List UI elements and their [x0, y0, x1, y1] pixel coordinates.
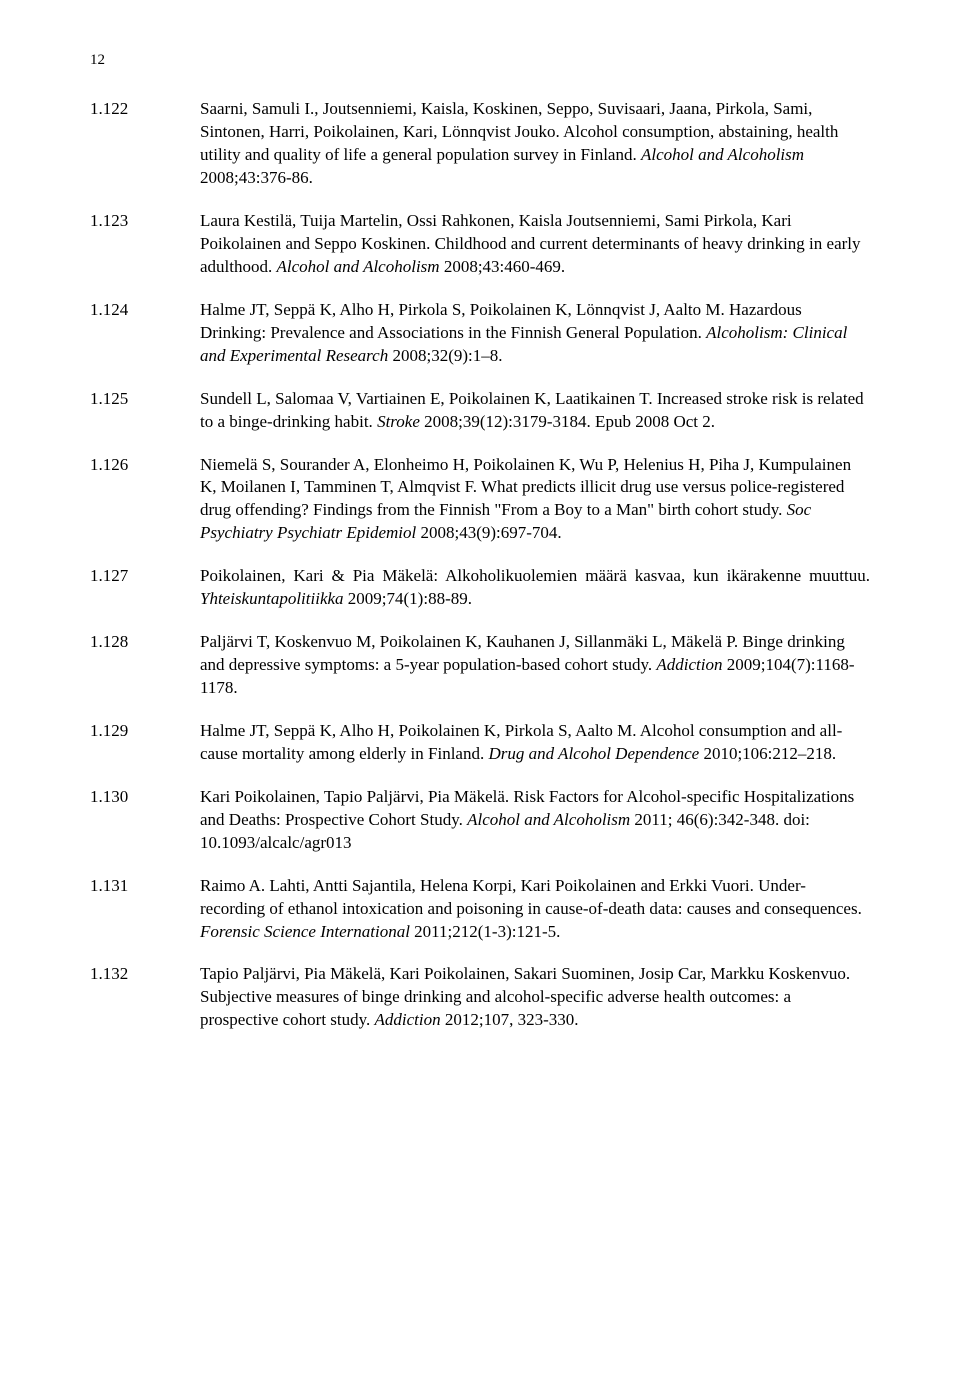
reference-body: Paljärvi T, Koskenvuo M, Poikolainen K, … — [200, 631, 870, 700]
reference-number: 1.131 — [90, 875, 200, 944]
reference-entry: 1.132Tapio Paljärvi, Pia Mäkelä, Kari Po… — [90, 963, 870, 1032]
reference-number: 1.132 — [90, 963, 200, 1032]
reference-journal: Alcohol and Alcoholism — [277, 257, 440, 276]
reference-body: Tapio Paljärvi, Pia Mäkelä, Kari Poikola… — [200, 963, 870, 1032]
reference-body: Kari Poikolainen, Tapio Paljärvi, Pia Mä… — [200, 786, 870, 855]
reference-list: 1.122Saarni, Samuli I., Joutsenniemi, Ka… — [90, 98, 870, 1032]
reference-number: 1.127 — [90, 565, 200, 611]
reference-number: 1.130 — [90, 786, 200, 855]
reference-body: Sundell L, Salomaa V, Vartiainen E, Poik… — [200, 388, 870, 434]
reference-body: Niemelä S, Sourander A, Elonheimo H, Poi… — [200, 454, 870, 546]
reference-entry: 1.129Halme JT, Seppä K, Alho H, Poikolai… — [90, 720, 870, 766]
reference-body: Halme JT, Seppä K, Alho H, Poikolainen K… — [200, 720, 870, 766]
reference-journal: Forensic Science International — [200, 922, 410, 941]
reference-journal: Drug and Alcohol Dependence — [488, 744, 699, 763]
reference-body: Saarni, Samuli I., Joutsenniemi, Kaisla,… — [200, 98, 870, 190]
reference-text: 2012;107, 323-330. — [441, 1010, 579, 1029]
reference-text: 2008;39(12):3179-3184. Epub 2008 Oct 2. — [420, 412, 715, 431]
reference-entry: 1.128Paljärvi T, Koskenvuo M, Poikolaine… — [90, 631, 870, 700]
reference-journal: Yhteiskuntapolitiikka — [200, 589, 344, 608]
reference-entry: 1.126Niemelä S, Sourander A, Elonheimo H… — [90, 454, 870, 546]
reference-body: Raimo A. Lahti, Antti Sajantila, Helena … — [200, 875, 870, 944]
reference-number: 1.123 — [90, 210, 200, 279]
reference-text: 2008;32(9):1–8. — [388, 346, 502, 365]
reference-text: Raimo A. Lahti, Antti Sajantila, Helena … — [200, 876, 862, 918]
reference-text: 2010;106:212–218. — [699, 744, 836, 763]
reference-entry: 1.130Kari Poikolainen, Tapio Paljärvi, P… — [90, 786, 870, 855]
reference-text: 2008;43(9):697-704. — [416, 523, 561, 542]
reference-text: 2008;43:376-86. — [200, 168, 313, 187]
page-number: 12 — [90, 50, 870, 70]
reference-journal: Alcohol and Alcoholism — [641, 145, 804, 164]
reference-text: Poikolainen, Kari & Pia Mäkelä: Alkoholi… — [200, 566, 870, 585]
reference-text: 2008;43:460-469. — [440, 257, 566, 276]
reference-journal: Addiction — [656, 655, 722, 674]
reference-entry: 1.122Saarni, Samuli I., Joutsenniemi, Ka… — [90, 98, 870, 190]
reference-entry: 1.127Poikolainen, Kari & Pia Mäkelä: Alk… — [90, 565, 870, 611]
reference-journal: Addiction — [375, 1010, 441, 1029]
reference-entry: 1.131Raimo A. Lahti, Antti Sajantila, He… — [90, 875, 870, 944]
reference-number: 1.124 — [90, 299, 200, 368]
reference-entry: 1.123Laura Kestilä, Tuija Martelin, Ossi… — [90, 210, 870, 279]
reference-body: Poikolainen, Kari & Pia Mäkelä: Alkoholi… — [200, 565, 870, 611]
reference-body: Halme JT, Seppä K, Alho H, Pirkola S, Po… — [200, 299, 870, 368]
reference-body: Laura Kestilä, Tuija Martelin, Ossi Rahk… — [200, 210, 870, 279]
reference-number: 1.129 — [90, 720, 200, 766]
reference-journal: Stroke — [377, 412, 420, 431]
reference-entry: 1.125Sundell L, Salomaa V, Vartiainen E,… — [90, 388, 870, 434]
reference-text: Niemelä S, Sourander A, Elonheimo H, Poi… — [200, 455, 851, 520]
reference-number: 1.122 — [90, 98, 200, 190]
reference-number: 1.126 — [90, 454, 200, 546]
reference-text: 2011;212(1-3):121-5. — [410, 922, 560, 941]
reference-entry: 1.124Halme JT, Seppä K, Alho H, Pirkola … — [90, 299, 870, 368]
reference-number: 1.125 — [90, 388, 200, 434]
reference-journal: Alcohol and Alcoholism — [467, 810, 630, 829]
reference-text: 2009;74(1):88-89. — [344, 589, 472, 608]
reference-number: 1.128 — [90, 631, 200, 700]
